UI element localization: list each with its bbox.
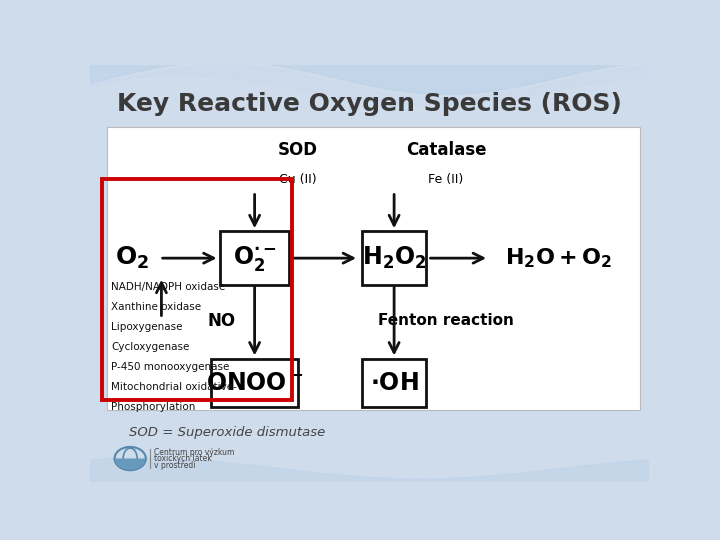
- Text: $\mathbf{H_2O_2}$: $\mathbf{H_2O_2}$: [362, 245, 426, 271]
- Text: $\mathbf{O_2}$: $\mathbf{O_2}$: [114, 245, 149, 271]
- Text: v prostředí: v prostředí: [154, 461, 196, 470]
- Text: Lipoxygenase: Lipoxygenase: [111, 322, 183, 332]
- Text: Cycloxygenase: Cycloxygenase: [111, 342, 189, 352]
- FancyBboxPatch shape: [362, 359, 426, 407]
- Text: Fe (II): Fe (II): [428, 173, 464, 186]
- Text: Key Reactive Oxygen Species (ROS): Key Reactive Oxygen Species (ROS): [117, 92, 621, 116]
- Text: $\mathbf{ONOO^-}$: $\mathbf{ONOO^-}$: [206, 371, 303, 395]
- FancyBboxPatch shape: [220, 231, 289, 285]
- Text: Phosphorylation: Phosphorylation: [111, 402, 196, 412]
- Text: Xanthine oxidase: Xanthine oxidase: [111, 302, 202, 312]
- Text: P-450 monooxygenase: P-450 monooxygenase: [111, 362, 230, 372]
- Text: Centrum pro výzkum: Centrum pro výzkum: [154, 448, 235, 457]
- Text: SOD: SOD: [278, 141, 318, 159]
- FancyBboxPatch shape: [362, 231, 426, 285]
- Wedge shape: [115, 458, 145, 470]
- Text: Catalase: Catalase: [406, 141, 486, 159]
- Text: NO: NO: [207, 312, 235, 329]
- Text: Cu (II): Cu (II): [279, 173, 316, 186]
- Text: Mitochondrial oxidative-: Mitochondrial oxidative-: [111, 382, 237, 392]
- Text: SOD = Superoxide dismutase: SOD = Superoxide dismutase: [129, 426, 325, 439]
- FancyBboxPatch shape: [212, 359, 298, 407]
- Text: $\mathbf{H_2O + O_2}$: $\mathbf{H_2O + O_2}$: [505, 246, 612, 270]
- Text: NADH/NADPH oxidase: NADH/NADPH oxidase: [111, 282, 225, 292]
- Text: toxických látek: toxických látek: [154, 455, 212, 463]
- Text: Fenton reaction: Fenton reaction: [378, 313, 514, 328]
- Text: $\mathbf{\bullet OH}$: $\mathbf{\bullet OH}$: [370, 371, 418, 395]
- FancyBboxPatch shape: [107, 127, 639, 410]
- Text: $\mathbf{O_2^{\bullet -}}$: $\mathbf{O_2^{\bullet -}}$: [233, 244, 276, 273]
